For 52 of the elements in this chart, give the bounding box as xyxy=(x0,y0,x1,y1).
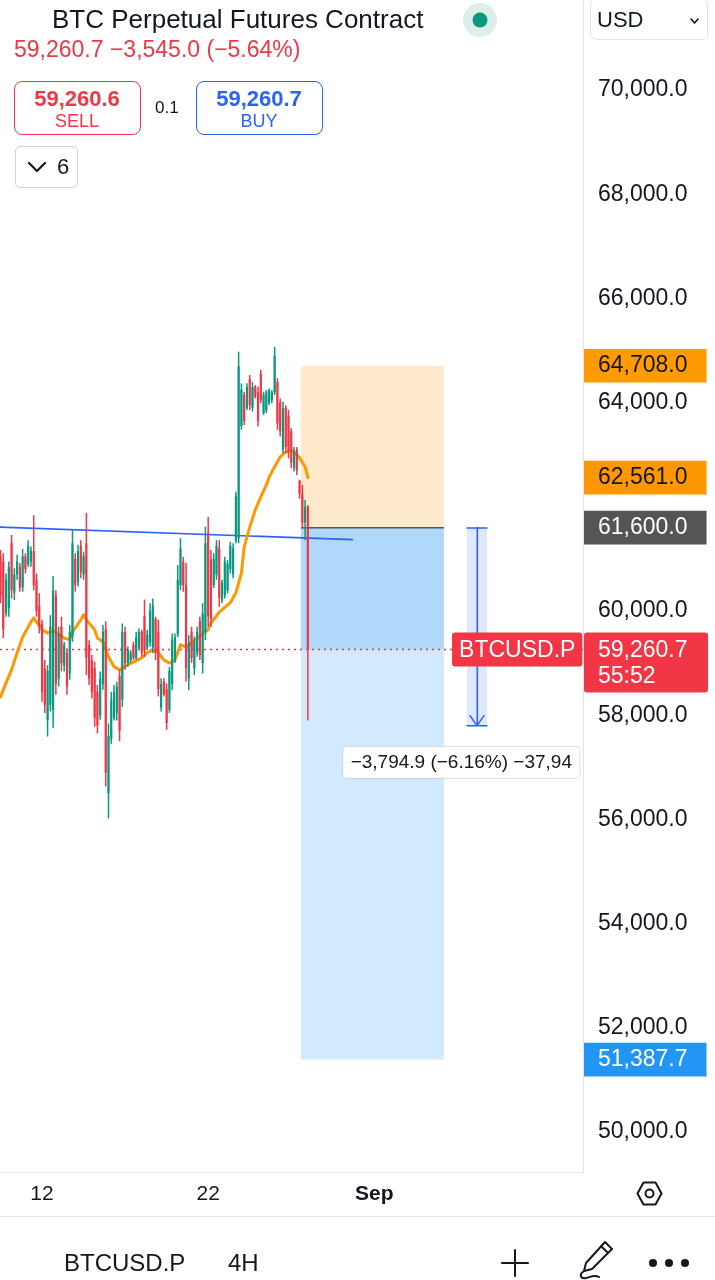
annotation: 59,260.7 xyxy=(215,86,303,112)
y-tick-label: 56,000.0 xyxy=(598,804,688,831)
y-tick-label: 50,000.0 xyxy=(598,1117,688,1144)
ref-line-label: 59,260.7 xyxy=(598,635,688,662)
y-tick-label: 64,708.0 xyxy=(598,351,688,378)
candlestick xyxy=(157,619,160,698)
y-tick-label: 62,561.0 xyxy=(598,462,688,489)
chart-title: BTC Perpetual Futures Contract xyxy=(52,3,424,35)
candlestick xyxy=(24,552,27,575)
y-tick-label: 70,000.0 xyxy=(598,75,688,102)
annotation: BTCUSD.P xyxy=(459,635,576,662)
text: 55:52 xyxy=(598,661,656,688)
candlestick xyxy=(135,631,138,661)
candlestick xyxy=(126,645,129,668)
x-tick-label: 22 xyxy=(196,1181,220,1205)
candlestick xyxy=(143,598,146,658)
candlestick xyxy=(284,404,287,454)
annotation: 0.1 xyxy=(155,98,179,118)
candlestick xyxy=(190,625,193,664)
candlestick xyxy=(165,682,168,731)
count-dropdown: 6 xyxy=(15,146,78,188)
text: 59,260.7 −3,545.0 (−5.64%) xyxy=(14,35,301,63)
x-tick-label: Sep xyxy=(355,1181,394,1205)
candlestick xyxy=(21,548,24,593)
candlestick xyxy=(57,625,60,688)
candlestick xyxy=(27,539,30,568)
buy-button: 59,260.7 BUY xyxy=(196,81,323,135)
text: BTCUSD.P xyxy=(64,1248,186,1278)
annotation: −3,794.9 (−6.16%) −37,94 xyxy=(350,750,573,772)
y-tick-label: 60,000.0 xyxy=(598,596,688,623)
y-tick-label: 52,000.0 xyxy=(598,1013,688,1040)
y-tick-label: 66,000.0 xyxy=(598,283,688,310)
y-tick-label: 54,000.0 xyxy=(598,908,688,935)
y-tick-label: 51,387.7 xyxy=(598,1044,688,1071)
sell-button: 59,260.6 SELL xyxy=(14,81,141,135)
y-tick-label: 58,000.0 xyxy=(598,700,688,727)
candlestick xyxy=(245,382,249,411)
y-tick-label: 68,000.0 xyxy=(598,179,688,206)
annotation: 59,260.6 xyxy=(33,86,121,112)
candlestick xyxy=(132,640,135,661)
annotation: SELL xyxy=(53,111,100,132)
y-tick-label: 64,000.0 xyxy=(598,387,688,414)
candlestick xyxy=(82,550,85,581)
candlestick xyxy=(262,390,265,416)
text: 4H xyxy=(228,1248,259,1278)
candlestick xyxy=(63,640,66,673)
x-tick-label: 12 xyxy=(30,1181,54,1205)
y-tick-label: 61,600.0 xyxy=(598,513,688,539)
annotation: BUY xyxy=(239,111,279,132)
candlestick xyxy=(10,534,13,600)
annotation: 6 xyxy=(57,154,70,180)
candlestick xyxy=(248,374,251,411)
